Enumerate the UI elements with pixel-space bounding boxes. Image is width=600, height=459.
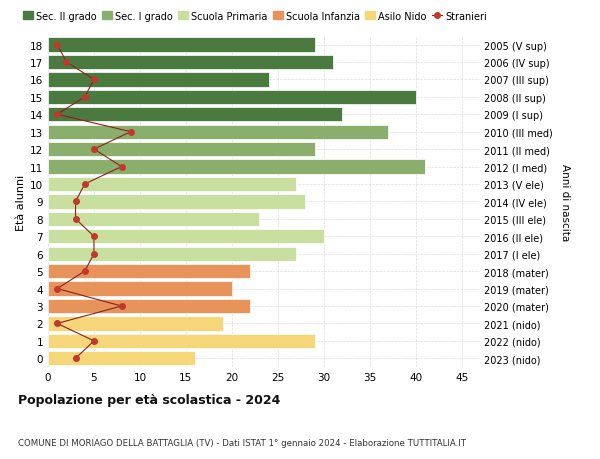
Text: COMUNE DI MORIAGO DELLA BATTAGLIA (TV) - Dati ISTAT 1° gennaio 2024 - Elaborazio: COMUNE DI MORIAGO DELLA BATTAGLIA (TV) -… <box>18 438 466 448</box>
Bar <box>48 230 324 244</box>
Bar <box>48 299 250 313</box>
Bar <box>48 90 416 105</box>
Bar <box>48 264 250 279</box>
Bar <box>48 212 259 226</box>
Bar <box>48 317 223 331</box>
Y-axis label: Anni di nascita: Anni di nascita <box>560 163 569 241</box>
Bar <box>48 38 314 52</box>
Y-axis label: Età alunni: Età alunni <box>16 174 26 230</box>
Bar <box>48 247 296 261</box>
Bar <box>48 352 195 366</box>
Text: Popolazione per età scolastica - 2024: Popolazione per età scolastica - 2024 <box>18 393 280 406</box>
Bar <box>48 195 305 209</box>
Bar <box>48 73 269 87</box>
Bar <box>48 178 296 192</box>
Bar <box>48 282 232 296</box>
Bar <box>48 160 425 174</box>
Bar <box>48 56 333 70</box>
Legend: Sec. II grado, Sec. I grado, Scuola Primaria, Scuola Infanzia, Asilo Nido, Stran: Sec. II grado, Sec. I grado, Scuola Prim… <box>23 12 487 22</box>
Bar <box>48 108 342 122</box>
Bar <box>48 334 314 348</box>
Bar <box>48 125 388 140</box>
Bar <box>48 143 314 157</box>
